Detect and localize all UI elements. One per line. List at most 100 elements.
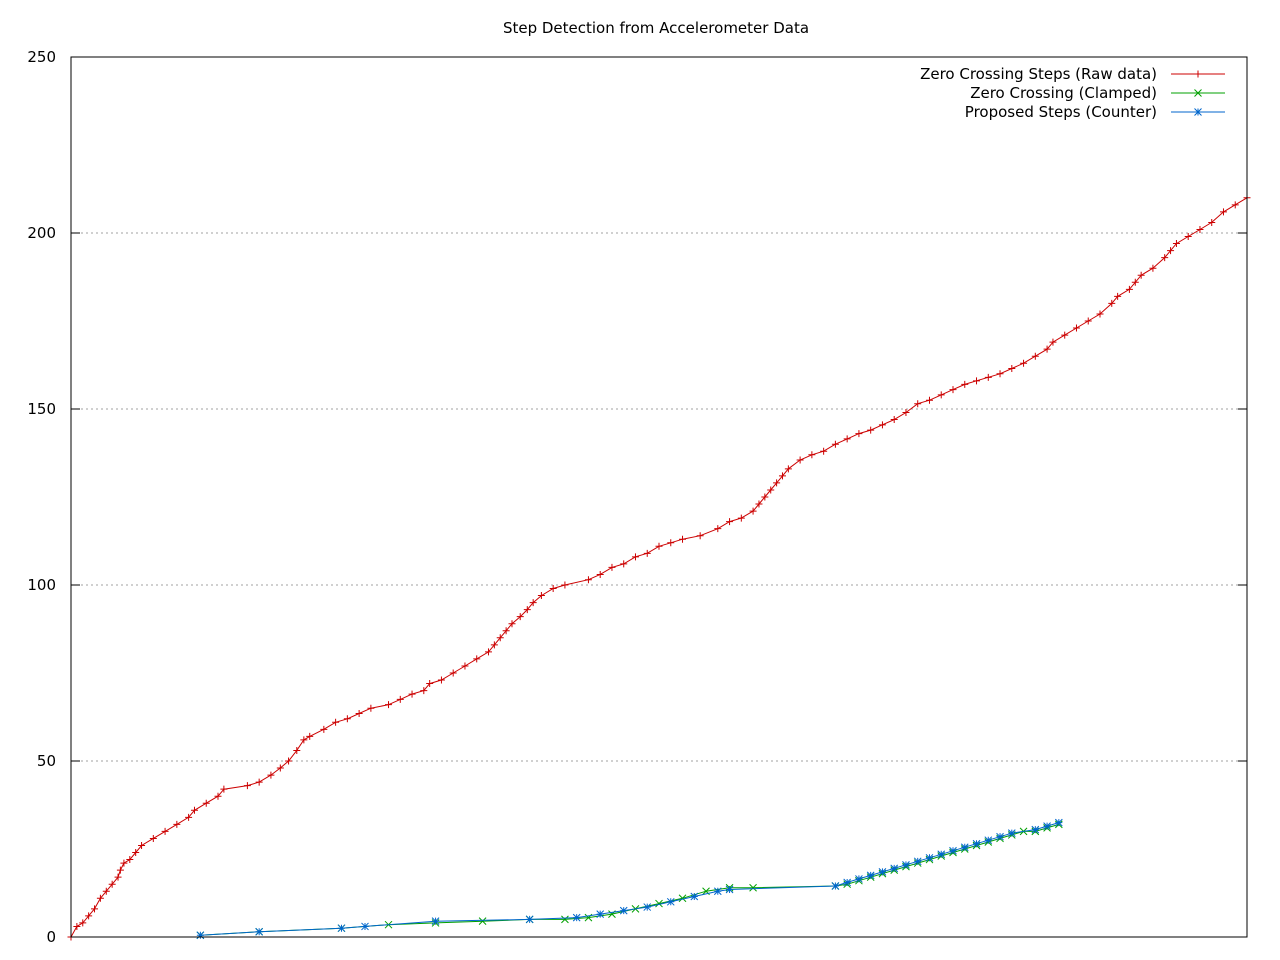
series-1-point-94	[1020, 359, 1028, 367]
series-3-point-12	[713, 887, 722, 896]
series-1-point-82	[878, 421, 886, 429]
series-1-point-7	[108, 880, 116, 888]
series-3-point-31	[1043, 822, 1051, 830]
series-1-point-56	[596, 570, 604, 578]
series-1-point-37	[408, 690, 416, 698]
legend-marker-2	[1194, 89, 1202, 97]
series-1-point-110	[1172, 240, 1180, 248]
series-3-point-7	[596, 910, 605, 918]
series-1-point-12	[132, 849, 140, 857]
y-tick-label-0: 0	[46, 928, 56, 946]
series-1-point-17	[185, 813, 193, 821]
series-1-point-41	[449, 669, 457, 677]
series-3-point-29	[1007, 829, 1016, 838]
series-2-point-5	[478, 917, 487, 926]
series-1-point-85	[914, 400, 922, 408]
series-1-point-86	[925, 396, 933, 404]
series-1-point-32	[343, 715, 351, 723]
series-1-point-52	[537, 592, 545, 600]
series-layer	[67, 194, 1251, 941]
series-3-point-15	[843, 878, 852, 887]
grid-lines	[71, 232, 1247, 762]
series-2-point-12	[678, 894, 687, 903]
series-1-point-71	[767, 486, 775, 494]
series-1-point-91	[984, 373, 992, 381]
series-2-line	[200, 823, 1059, 936]
series-1-point-34	[367, 704, 375, 712]
series-1-point-10	[120, 859, 128, 867]
series-1-point-18	[190, 806, 198, 814]
series-1-point-24	[267, 771, 275, 779]
series-1-point-90	[973, 377, 981, 385]
plot-frame	[70, 56, 1248, 938]
series-1-point-65	[714, 525, 722, 533]
series-1-point-73	[778, 472, 786, 480]
series-3-point-6	[572, 913, 581, 922]
series-3-point-21	[913, 857, 922, 866]
series-1-point-29	[306, 732, 314, 740]
series-1-point-1	[73, 922, 81, 930]
series-1-point-79	[843, 435, 851, 443]
series-3-point-11	[690, 892, 699, 901]
series-1-point-16	[173, 820, 181, 828]
series-2-point-7	[561, 915, 569, 924]
series-3-point-0	[196, 931, 205, 940]
series-1-point-57	[608, 563, 616, 571]
series-1-point-22	[243, 782, 251, 790]
legend-label-1: Zero Crossing Steps (Raw data)	[920, 65, 1157, 83]
series-1-point-95	[1031, 352, 1039, 360]
series-1-point-33	[355, 709, 363, 717]
series-3-point-18	[878, 868, 887, 876]
series-1-point-88	[949, 386, 957, 394]
series-1-point-35	[385, 701, 393, 709]
series-1-point-53	[549, 585, 557, 593]
series-1-point-3	[85, 912, 93, 920]
series-1-point-80	[855, 430, 863, 438]
series-1-point-13	[138, 841, 146, 849]
series-3-point-22	[925, 853, 934, 862]
series-3-point-20	[902, 860, 910, 869]
series-3-point-28	[996, 832, 1004, 841]
series-1-point-97	[1049, 338, 1057, 346]
series-1-point-66	[726, 518, 734, 526]
series-1-point-113	[1208, 218, 1216, 226]
series-3-point-24	[949, 846, 957, 855]
series-1-point-99	[1072, 324, 1080, 332]
series-1-point-78	[831, 440, 839, 448]
y-tick-label-100: 100	[27, 576, 56, 594]
series-1-point-108	[1161, 254, 1169, 262]
series-1-point-4	[91, 905, 99, 913]
series-1-point-6	[102, 887, 110, 895]
y-tick-label-50: 50	[37, 752, 56, 770]
series-1-point-51	[529, 599, 537, 607]
series-1-point-58	[620, 560, 628, 568]
series-3	[196, 818, 1063, 940]
series-3-point-13	[725, 885, 734, 894]
series-1-point-38	[420, 687, 428, 695]
legend: Zero Crossing Steps (Raw data)Zero Cross…	[920, 65, 1225, 121]
series-1-point-26	[285, 757, 293, 765]
series-1-point-68	[749, 507, 757, 515]
series-1-point-70	[761, 493, 769, 501]
series-1-point-93	[1008, 365, 1016, 373]
series-1-point-36	[396, 695, 404, 703]
series-1-point-42	[461, 662, 469, 670]
series-1-point-27	[293, 746, 301, 754]
series-1-point-109	[1167, 247, 1175, 255]
series-1-point-47	[502, 627, 510, 635]
series-1-point-84	[902, 409, 910, 417]
series-1-point-40	[437, 676, 445, 684]
series-1-point-11	[126, 856, 134, 864]
series-1-point-43	[473, 655, 481, 663]
series-1-point-19	[202, 799, 210, 807]
series-1-point-76	[808, 451, 816, 459]
series-1-point-81	[867, 426, 875, 434]
series-1-point-45	[490, 641, 498, 649]
series-3-line	[200, 822, 1059, 936]
series-1-point-64	[696, 532, 704, 540]
y-tick-label-150: 150	[27, 400, 56, 418]
series-1-point-104	[1125, 285, 1133, 293]
series-1-point-67	[737, 514, 745, 522]
series-1-point-96	[1043, 345, 1051, 353]
